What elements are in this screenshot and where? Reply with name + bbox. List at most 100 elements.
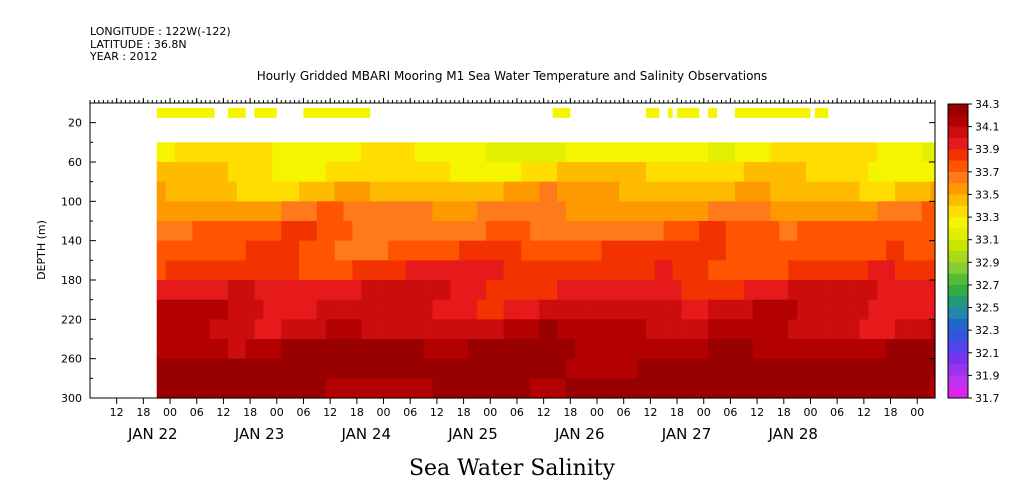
salinity-cell: [548, 299, 558, 320]
salinity-cell: [788, 221, 798, 242]
salinity-cell: [886, 240, 896, 261]
salinity-cell: [494, 240, 505, 261]
salinity-cell: [610, 299, 620, 320]
salinity-cell: [245, 339, 256, 360]
salinity-cell: [423, 339, 434, 360]
salinity-cell: [503, 142, 514, 163]
salinity-cell: [645, 240, 656, 261]
salinity-cell: [299, 201, 309, 222]
x-tick-label: 00: [163, 406, 177, 419]
salinity-cell: [681, 339, 691, 360]
salinity-cell: [316, 240, 327, 261]
y-tick-label: 20: [68, 117, 82, 130]
salinity-cell: [174, 358, 184, 379]
salinity-cell: [734, 319, 745, 340]
salinity-cell: [192, 142, 202, 163]
colorbar-label: 33.9: [975, 143, 1000, 156]
salinity-cell: [503, 319, 514, 340]
salinity-cell: [752, 358, 763, 379]
salinity-cell: [743, 162, 754, 183]
salinity-cell: [281, 240, 291, 261]
salinity-cell: [574, 358, 585, 379]
colorbar-label: 31.7: [975, 392, 1000, 405]
salinity-cell: [708, 181, 718, 202]
salinity-cell: [574, 221, 585, 242]
salinity-cell: [227, 299, 238, 320]
salinity-cell: [734, 280, 745, 301]
salinity-cell: [850, 181, 860, 202]
salinity-cell: [156, 240, 167, 261]
salinity-cell: [361, 162, 371, 183]
salinity-cell: [396, 181, 407, 202]
salinity-cell: [485, 240, 496, 261]
salinity-cell: [281, 142, 291, 163]
salinity-cell: [556, 378, 567, 399]
salinity-cell: [254, 201, 265, 222]
salinity-cell: [361, 280, 371, 301]
salinity-cell: [717, 339, 727, 360]
salinity-cell: [343, 339, 353, 360]
salinity-cell: [468, 201, 478, 222]
salinity-cell: [450, 181, 460, 202]
salinity-cell: [334, 319, 345, 340]
salinity-cell: [717, 280, 727, 301]
salinity-cell: [734, 299, 745, 320]
salinity-cell: [379, 221, 389, 242]
salinity-cell: [921, 280, 932, 301]
salinity-cell: [788, 162, 798, 183]
salinity-cell: [779, 280, 789, 301]
salinity-cell: [370, 319, 380, 340]
salinity-cell: [272, 339, 282, 360]
salinity-cell: [832, 162, 843, 183]
salinity-cell: [210, 260, 220, 281]
salinity-field: [156, 142, 936, 399]
salinity-cell: [663, 240, 674, 261]
salinity-cell: [521, 319, 531, 340]
salinity-cell: [441, 181, 451, 202]
salinity-cell: [405, 280, 416, 301]
salinity-cell: [245, 181, 256, 202]
salinity-cell: [725, 142, 736, 163]
y-tick-label: 100: [61, 195, 82, 208]
salinity-cell: [183, 280, 193, 301]
x-day-label: JAN 22: [127, 425, 178, 443]
salinity-cell: [734, 378, 745, 399]
salinity-cell: [245, 280, 256, 301]
salinity-cell: [343, 299, 353, 320]
salinity-cell: [387, 142, 398, 163]
salinity-cell: [387, 162, 398, 183]
salinity-cell: [574, 339, 585, 360]
salinity-cell: [396, 162, 407, 183]
salinity-cell: [210, 358, 220, 379]
salinity-cell: [725, 181, 736, 202]
salinity-cell: [379, 201, 389, 222]
y-tick-label: 300: [61, 392, 82, 405]
salinity-cell: [752, 201, 763, 222]
salinity-cell: [654, 299, 665, 320]
x-tick-label: 06: [617, 406, 631, 419]
salinity-cell: [236, 339, 247, 360]
salinity-cell: [432, 280, 442, 301]
x-tick-label: 06: [830, 406, 844, 419]
salinity-cell: [574, 240, 585, 261]
salinity-cell: [299, 280, 309, 301]
salinity-cell: [379, 142, 389, 163]
salinity-cell: [663, 162, 674, 183]
salinity-cell: [681, 358, 691, 379]
x-day-label: JAN 28: [767, 425, 818, 443]
salinity-cell: [930, 142, 936, 163]
salinity-cell: [459, 280, 469, 301]
salinity-cell: [352, 201, 362, 222]
salinity-cell: [663, 181, 674, 202]
salinity-cell: [299, 240, 309, 261]
salinity-cell: [832, 358, 843, 379]
salinity-cell: [379, 378, 389, 399]
salinity-cell: [316, 358, 327, 379]
salinity-cell: [912, 319, 923, 340]
x-tick-label: 18: [136, 406, 150, 419]
salinity-cell: [379, 339, 389, 360]
salinity-cell: [441, 280, 451, 301]
salinity-cell: [619, 358, 629, 379]
salinity-cell: [761, 240, 772, 261]
salinity-cell: [761, 162, 772, 183]
